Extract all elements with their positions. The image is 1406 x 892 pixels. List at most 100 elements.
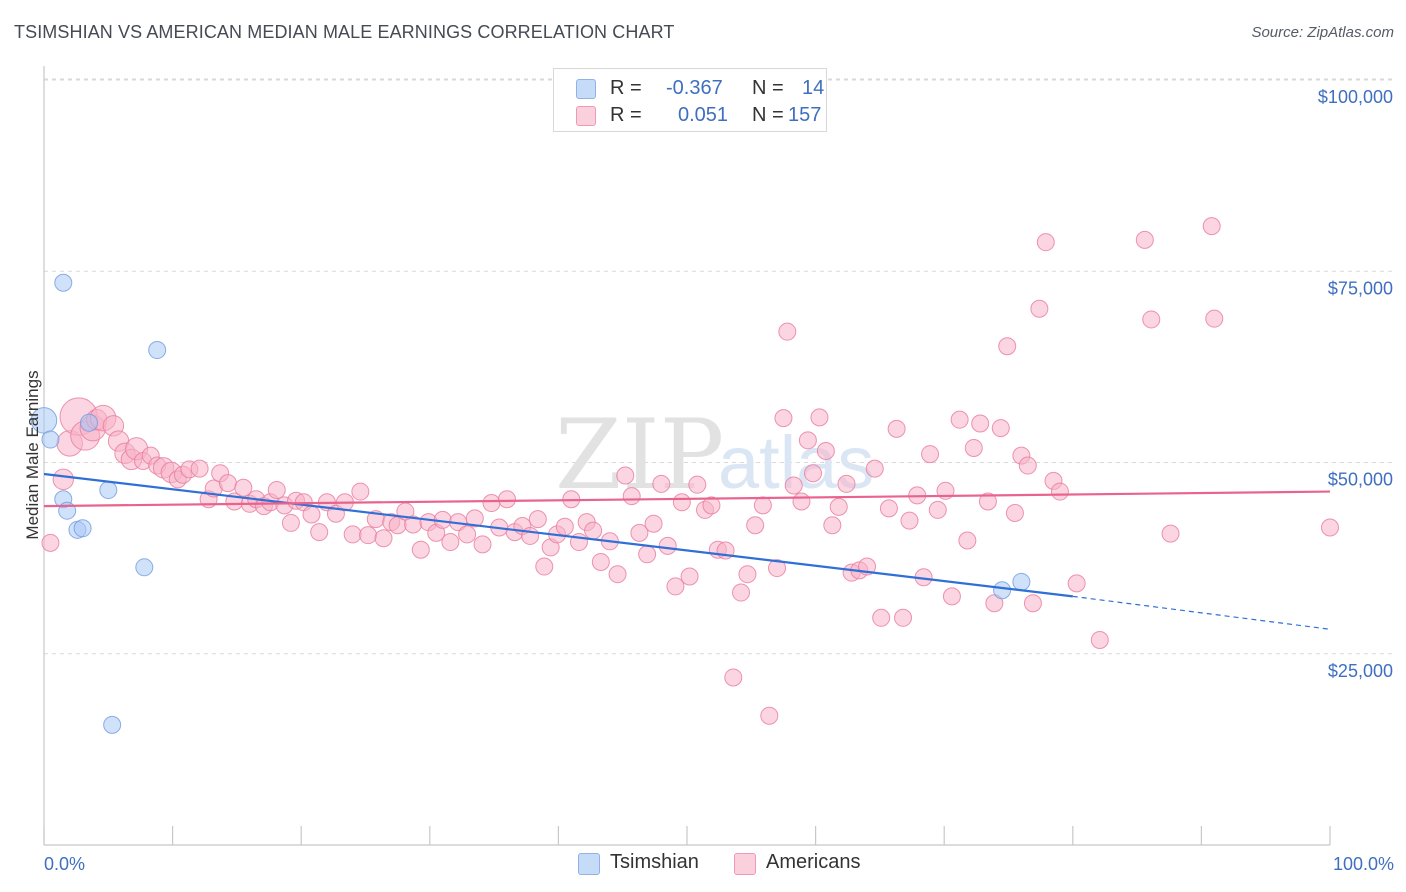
americans-point bbox=[482, 494, 501, 513]
americans-point bbox=[672, 493, 691, 512]
legend-n-label: N = bbox=[752, 77, 784, 99]
americans-point bbox=[879, 499, 898, 518]
y-tick-label: $25,000 bbox=[1328, 661, 1393, 681]
americans-point bbox=[810, 408, 829, 427]
americans-point bbox=[1023, 594, 1042, 613]
americans-point bbox=[343, 525, 362, 544]
americans-point bbox=[746, 516, 765, 535]
americans-point bbox=[497, 490, 516, 509]
americans-point bbox=[688, 475, 707, 494]
americans-point bbox=[1036, 233, 1055, 252]
tsimshian-trend-extension bbox=[1072, 595, 1331, 630]
y-tick-label: $50,000 bbox=[1328, 470, 1393, 490]
americans-point bbox=[837, 474, 856, 493]
tsimshian-point bbox=[99, 481, 118, 500]
americans-point bbox=[1321, 518, 1339, 537]
americans-point bbox=[359, 526, 378, 545]
americans-point bbox=[798, 431, 817, 450]
americans-point bbox=[652, 474, 671, 493]
americans-point bbox=[638, 545, 657, 564]
americans-point bbox=[1050, 482, 1069, 501]
tsimshian-point bbox=[103, 715, 122, 734]
americans-point bbox=[778, 322, 797, 341]
americans-point bbox=[458, 525, 477, 544]
americans-point bbox=[998, 337, 1017, 356]
americans-point bbox=[900, 511, 919, 530]
tsimshian-point bbox=[54, 273, 73, 292]
x-tick-label-min: 0.0% bbox=[44, 854, 85, 874]
americans-point bbox=[774, 409, 793, 428]
americans-points bbox=[41, 217, 1339, 725]
tsimshian-trend-line bbox=[43, 472, 1073, 598]
chart-title: TSIMSHIAN VS AMERICAN MEDIAN MALE EARNIN… bbox=[14, 22, 675, 42]
americans-point bbox=[1202, 217, 1221, 236]
americans-point bbox=[942, 587, 961, 606]
americans-point bbox=[666, 577, 685, 596]
legend-n-label: N = bbox=[752, 104, 784, 126]
americans-point bbox=[608, 565, 627, 584]
americans-point bbox=[302, 505, 321, 524]
y-tick-label: $100,000 bbox=[1318, 87, 1393, 107]
y-axis-label: Median Male Earnings bbox=[23, 370, 42, 539]
legend-r-label: R = bbox=[610, 104, 642, 126]
americans-point bbox=[823, 516, 842, 535]
americans-point bbox=[1030, 299, 1049, 318]
tsimshian-points bbox=[30, 273, 1031, 734]
tsimshian-point bbox=[1012, 572, 1031, 591]
tsimshian-point bbox=[80, 413, 99, 432]
americans-point bbox=[234, 478, 253, 497]
legend-r-label: R = bbox=[610, 77, 642, 99]
americans-point bbox=[630, 523, 649, 542]
americans-point bbox=[281, 513, 300, 532]
americans-point bbox=[991, 419, 1010, 438]
tsimshian-point bbox=[41, 430, 60, 449]
americans-point bbox=[887, 419, 906, 438]
americans-point bbox=[528, 510, 547, 529]
americans-point bbox=[768, 559, 787, 578]
americans-point bbox=[1018, 456, 1037, 475]
legend-swatch-tsimshian bbox=[576, 79, 596, 99]
americans-point bbox=[702, 496, 721, 515]
stats-legend: R = -0.367 N = 14 R = 0.051 N = 157 bbox=[553, 68, 827, 132]
legend-r-value: 0.051 bbox=[678, 104, 729, 126]
x-ticks bbox=[43, 826, 1331, 845]
americans-point bbox=[267, 481, 286, 500]
tsimshian-point bbox=[993, 581, 1012, 600]
bottom-legend-swatch bbox=[578, 853, 600, 875]
legend-swatch-americans bbox=[576, 106, 596, 126]
bottom-legend-swatch bbox=[734, 853, 756, 875]
americans-point bbox=[1205, 309, 1224, 328]
americans-point bbox=[535, 557, 554, 576]
americans-point bbox=[1161, 524, 1180, 543]
source-label: Source: ZipAtlas.com bbox=[1251, 24, 1394, 41]
tsimshian-point bbox=[148, 341, 167, 360]
americans-point bbox=[894, 608, 913, 627]
americans-point bbox=[958, 531, 977, 550]
americans-point bbox=[441, 533, 460, 552]
americans-point bbox=[591, 552, 610, 571]
americans-point bbox=[792, 492, 811, 511]
americans-point bbox=[928, 500, 947, 519]
americans-point bbox=[680, 567, 699, 586]
americans-point bbox=[465, 509, 484, 528]
americans-point bbox=[473, 535, 492, 554]
americans-point bbox=[1067, 574, 1086, 593]
americans-point bbox=[411, 540, 430, 559]
americans-point bbox=[622, 487, 641, 506]
americans-point bbox=[658, 536, 677, 555]
americans-point bbox=[753, 496, 772, 515]
bottom-legend-label: Tsimshian bbox=[610, 851, 699, 873]
americans-point bbox=[829, 497, 848, 516]
americans-point bbox=[1090, 630, 1109, 649]
americans-point bbox=[41, 533, 60, 552]
americans-point bbox=[351, 482, 370, 501]
americans-point bbox=[784, 476, 803, 495]
legend-n-value: 14 bbox=[802, 77, 825, 99]
americans-point bbox=[738, 565, 757, 584]
americans-point bbox=[732, 583, 751, 602]
americans-point bbox=[724, 668, 743, 687]
americans-trend-line bbox=[43, 490, 1331, 508]
americans-point bbox=[52, 468, 74, 491]
americans-point bbox=[971, 414, 990, 433]
